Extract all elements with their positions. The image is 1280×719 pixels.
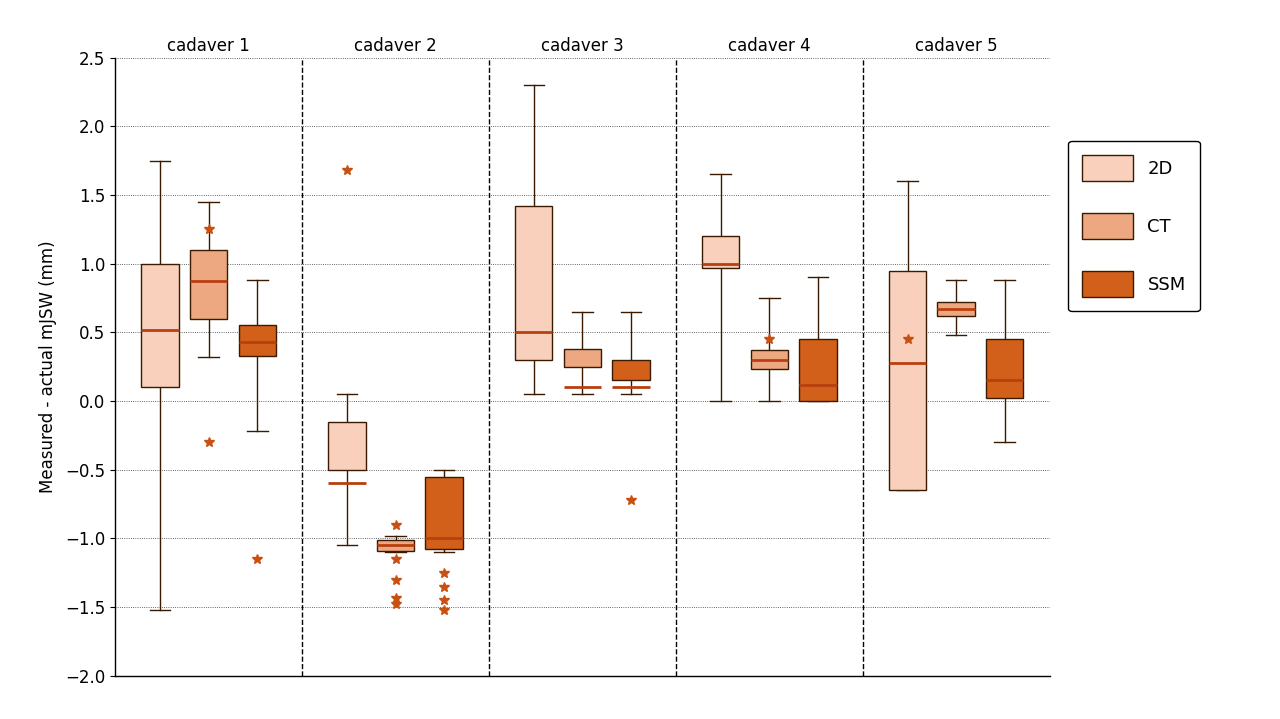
Bar	[986, 339, 1024, 398]
Bar	[888, 270, 927, 490]
Bar	[799, 339, 837, 401]
Text: cadaver 2: cadaver 2	[355, 37, 436, 55]
Bar	[612, 360, 650, 380]
Text: cadaver 5: cadaver 5	[915, 37, 997, 55]
Bar	[376, 540, 415, 551]
Text: cadaver 3: cadaver 3	[541, 37, 623, 55]
Bar	[189, 250, 228, 319]
Bar	[425, 477, 463, 549]
Bar	[328, 421, 366, 470]
Bar	[141, 264, 179, 388]
Bar	[701, 236, 740, 267]
Legend: 2D, CT, SSM: 2D, CT, SSM	[1068, 141, 1201, 311]
Text: cadaver 4: cadaver 4	[728, 37, 810, 55]
Text: cadaver 1: cadaver 1	[168, 37, 250, 55]
Bar	[238, 326, 276, 356]
Bar	[515, 206, 553, 360]
Bar	[563, 349, 602, 367]
Bar	[750, 350, 788, 370]
Bar	[937, 302, 975, 316]
Y-axis label: Measured - actual mJSW (mm): Measured - actual mJSW (mm)	[38, 240, 56, 493]
